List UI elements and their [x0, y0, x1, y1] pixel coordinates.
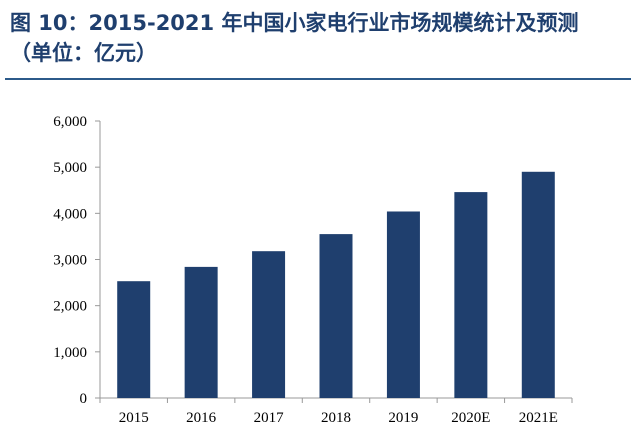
y-tick-label: 0 — [80, 391, 88, 407]
x-tick-label: 2017 — [254, 410, 285, 426]
y-tick-label: 5,000 — [53, 160, 87, 176]
y-tick-label: 1,000 — [53, 345, 87, 361]
bars — [117, 171, 555, 398]
bar-2016 — [184, 266, 218, 398]
x-tick-label: 2019 — [388, 410, 418, 426]
chart-title: 图 10：2015-2021 年中国小家电行业市场规模统计及预测 （单位：亿元） — [10, 8, 635, 68]
chart-title-line-1: 图 10：2015-2021 年中国小家电行业市场规模统计及预测 — [10, 11, 579, 35]
title-divider — [5, 78, 631, 80]
x-tick-label: 2016 — [186, 410, 217, 426]
bar-2020e — [454, 192, 488, 398]
y-tick-label: 6,000 — [53, 114, 87, 130]
x-tick-label: 2020E — [451, 410, 490, 426]
y-tick-label: 2,000 — [53, 299, 87, 315]
bar-2017 — [252, 251, 286, 398]
y-axis: 0 1,000 2,000 3,000 4,000 5,000 6,000 — [53, 114, 101, 407]
bar-2021e — [521, 171, 555, 398]
x-tick-label: 2018 — [321, 410, 351, 426]
x-tick-label: 2021E — [519, 410, 558, 426]
x-tick-label: 2015 — [119, 410, 149, 426]
bar-2019 — [386, 211, 420, 398]
y-tick-label: 4,000 — [53, 206, 87, 222]
chart-title-line-2: （单位：亿元） — [10, 41, 157, 65]
bar-2018 — [319, 234, 353, 398]
y-tick-label: 3,000 — [53, 253, 87, 269]
x-axis: 2015 2016 2017 2018 2019 2020E 2021E — [99, 397, 573, 426]
bar-2015 — [117, 281, 151, 398]
